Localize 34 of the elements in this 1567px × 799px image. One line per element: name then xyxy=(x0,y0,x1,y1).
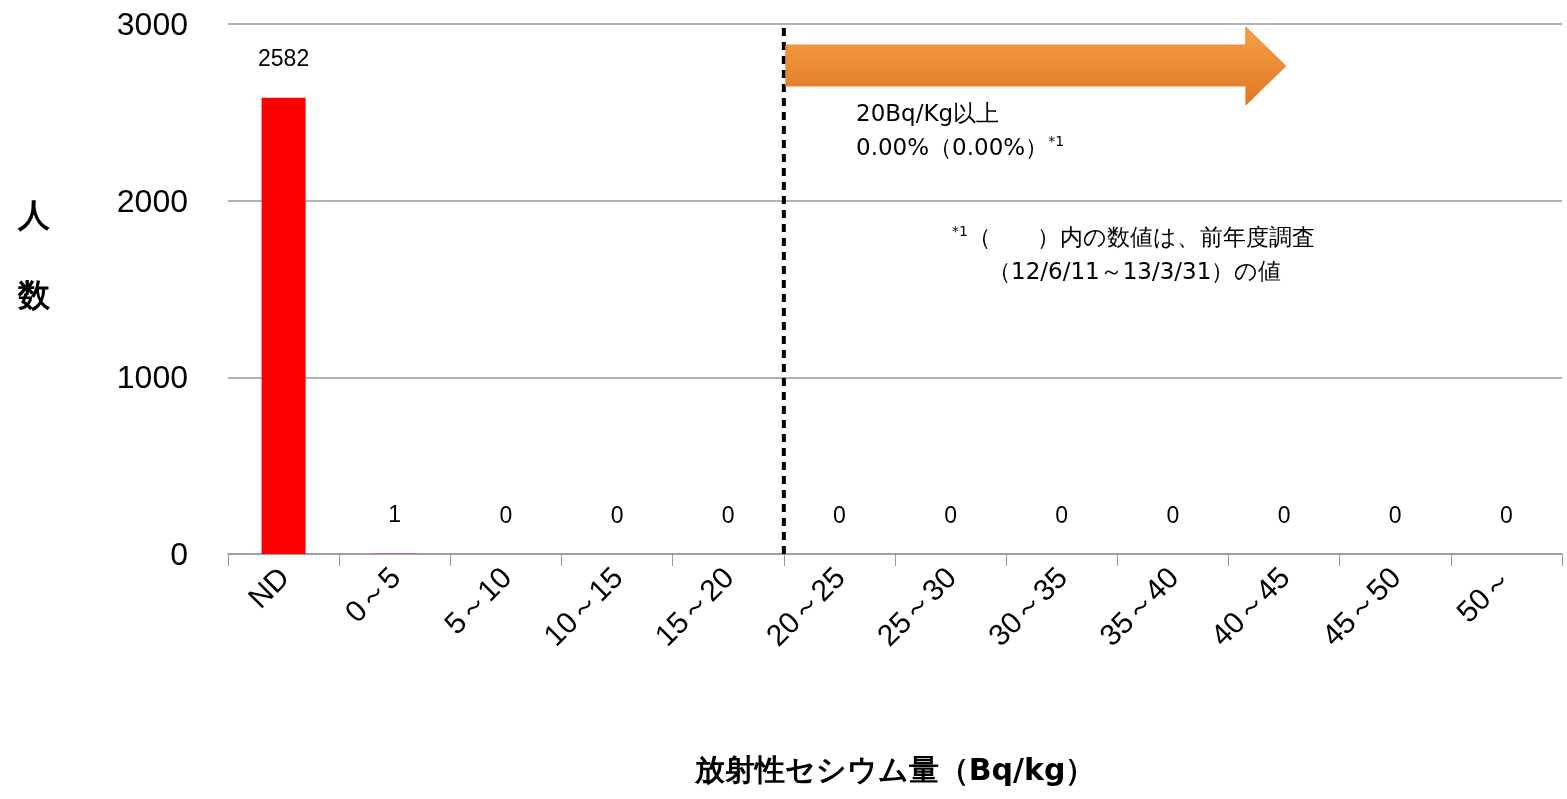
y-tick-label: 0 xyxy=(170,536,188,572)
x-tick-label: 40～45 xyxy=(1204,560,1296,653)
y-tick-label: 3000 xyxy=(116,6,188,42)
data-label: 0 xyxy=(944,501,957,528)
data-label: 2582 xyxy=(258,45,310,72)
annotation: （12/6/11～13/3/31）の値 xyxy=(988,257,1282,286)
data-label: 0 xyxy=(721,501,735,528)
data-label: 1 xyxy=(388,501,402,528)
data-label: 0 xyxy=(1277,501,1291,528)
data-label: 0 xyxy=(1500,501,1513,528)
y-tick-label: 2000 xyxy=(116,182,188,219)
data-label: 0 xyxy=(610,501,624,528)
data-label: 0 xyxy=(833,501,846,528)
x-tick-label: ND xyxy=(241,560,296,615)
data-label: 0 xyxy=(1166,501,1180,528)
y-tick-label: 1000 xyxy=(116,359,188,396)
x-tick-label: 30～35 xyxy=(981,560,1074,653)
x-tick-label: 25～30 xyxy=(870,560,963,653)
x-tick-label: 10～15 xyxy=(537,560,629,653)
x-tick-label: 45～50 xyxy=(1315,560,1407,653)
x-tick-label: 20～25 xyxy=(759,560,852,653)
data-label: 0 xyxy=(1388,501,1402,528)
data-label: 0 xyxy=(1055,501,1069,528)
data-label: 0 xyxy=(499,501,513,528)
x-tick-label: 50～ xyxy=(1449,560,1519,629)
x-tick-label: 5～10 xyxy=(437,560,518,641)
x-tick-label: 35～40 xyxy=(1092,560,1185,653)
x-axis-title: 放射性セシウム量（Bq/kg） xyxy=(693,751,1096,787)
text: 人数 xyxy=(18,196,50,314)
annotation: $^{*1}$（ ）内の数値は、前年度調査 xyxy=(952,222,1315,252)
annotation: 20Bq/Kg以上 xyxy=(856,99,1000,128)
x-tick-label: 0～5 xyxy=(338,560,407,629)
x-tick-label: 15～20 xyxy=(648,560,740,653)
annotation: 0.00%（0.00%）$^{*1}$ xyxy=(856,132,1065,162)
